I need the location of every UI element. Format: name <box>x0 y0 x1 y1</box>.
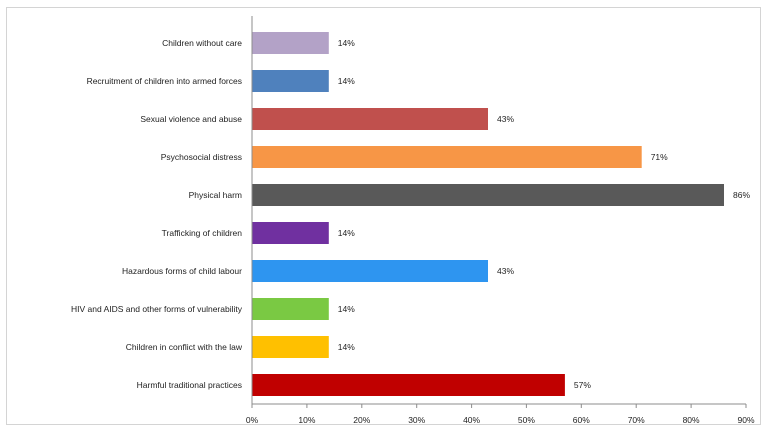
x-tick-label-1: 0% <box>246 415 259 425</box>
chart-frame <box>6 7 761 425</box>
axes-layer: 0% 10% 20% 30% 40% 50% 60% 70% 80% 90% <box>246 16 755 425</box>
x-tick-label-8: 70% <box>628 415 645 425</box>
x-tick-label-4: 30% <box>408 415 425 425</box>
value-label-9: 14% <box>338 342 355 352</box>
bar-6 <box>252 222 329 244</box>
x-tick-label-9: 80% <box>683 415 700 425</box>
value-label-1: 14% <box>338 38 355 48</box>
bar-5 <box>252 184 724 206</box>
x-tick-label-6: 50% <box>518 415 535 425</box>
category-label-7: Hazardous forms of child labour <box>122 266 242 276</box>
x-tick-label-2: 10% <box>298 415 315 425</box>
bar-4 <box>252 146 642 168</box>
category-label-5: Physical harm <box>189 190 242 200</box>
category-label-8: HIV and AIDS and other forms of vulnerab… <box>71 304 243 314</box>
category-label-4: Psychosocial distress <box>161 152 242 162</box>
bar-2 <box>252 70 329 92</box>
category-label-2: Recruitment of children into armed force… <box>87 76 242 86</box>
bar-8 <box>252 298 329 320</box>
x-tick-label-7: 60% <box>573 415 590 425</box>
category-label-9: Children in conflict with the law <box>126 342 243 352</box>
value-label-5: 86% <box>733 190 750 200</box>
bars-layer: Children without care 14% Recruitment of c… <box>71 32 750 396</box>
bar-9 <box>252 336 329 358</box>
value-label-2: 14% <box>338 76 355 86</box>
value-label-8: 14% <box>338 304 355 314</box>
value-label-3: 43% <box>497 114 514 124</box>
category-label-1: Children without care <box>162 38 242 48</box>
x-tick-label-3: 20% <box>353 415 370 425</box>
bar-7 <box>252 260 488 282</box>
category-label-10: Harmful traditional practices <box>137 380 242 390</box>
x-tick-label-5: 40% <box>463 415 480 425</box>
category-label-3: Sexual violence and abuse <box>140 114 242 124</box>
category-label-6: Trafficking of children <box>162 228 243 238</box>
value-label-10: 57% <box>574 380 591 390</box>
x-tick-label-10: 90% <box>737 415 754 425</box>
bar-3 <box>252 108 488 130</box>
bar-1 <box>252 32 329 54</box>
value-label-4: 71% <box>651 152 668 162</box>
value-label-7: 43% <box>497 266 514 276</box>
value-label-6: 14% <box>338 228 355 238</box>
bar-10 <box>252 374 565 396</box>
